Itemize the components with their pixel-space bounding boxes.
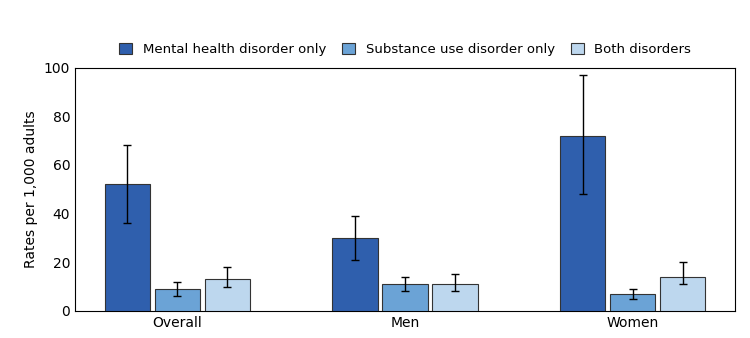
Bar [432,284,478,311]
Bar [560,136,605,311]
Bar [104,185,150,311]
Bar [660,277,706,311]
Legend: Mental health disorder only, Substance use disorder only, Both disorders: Mental health disorder only, Substance u… [118,43,692,56]
Y-axis label: Rates per 1,000 adults: Rates per 1,000 adults [24,111,38,268]
Bar [205,279,251,311]
Bar [154,289,200,311]
Bar [332,238,378,311]
Bar [610,294,656,311]
Bar [382,284,427,311]
